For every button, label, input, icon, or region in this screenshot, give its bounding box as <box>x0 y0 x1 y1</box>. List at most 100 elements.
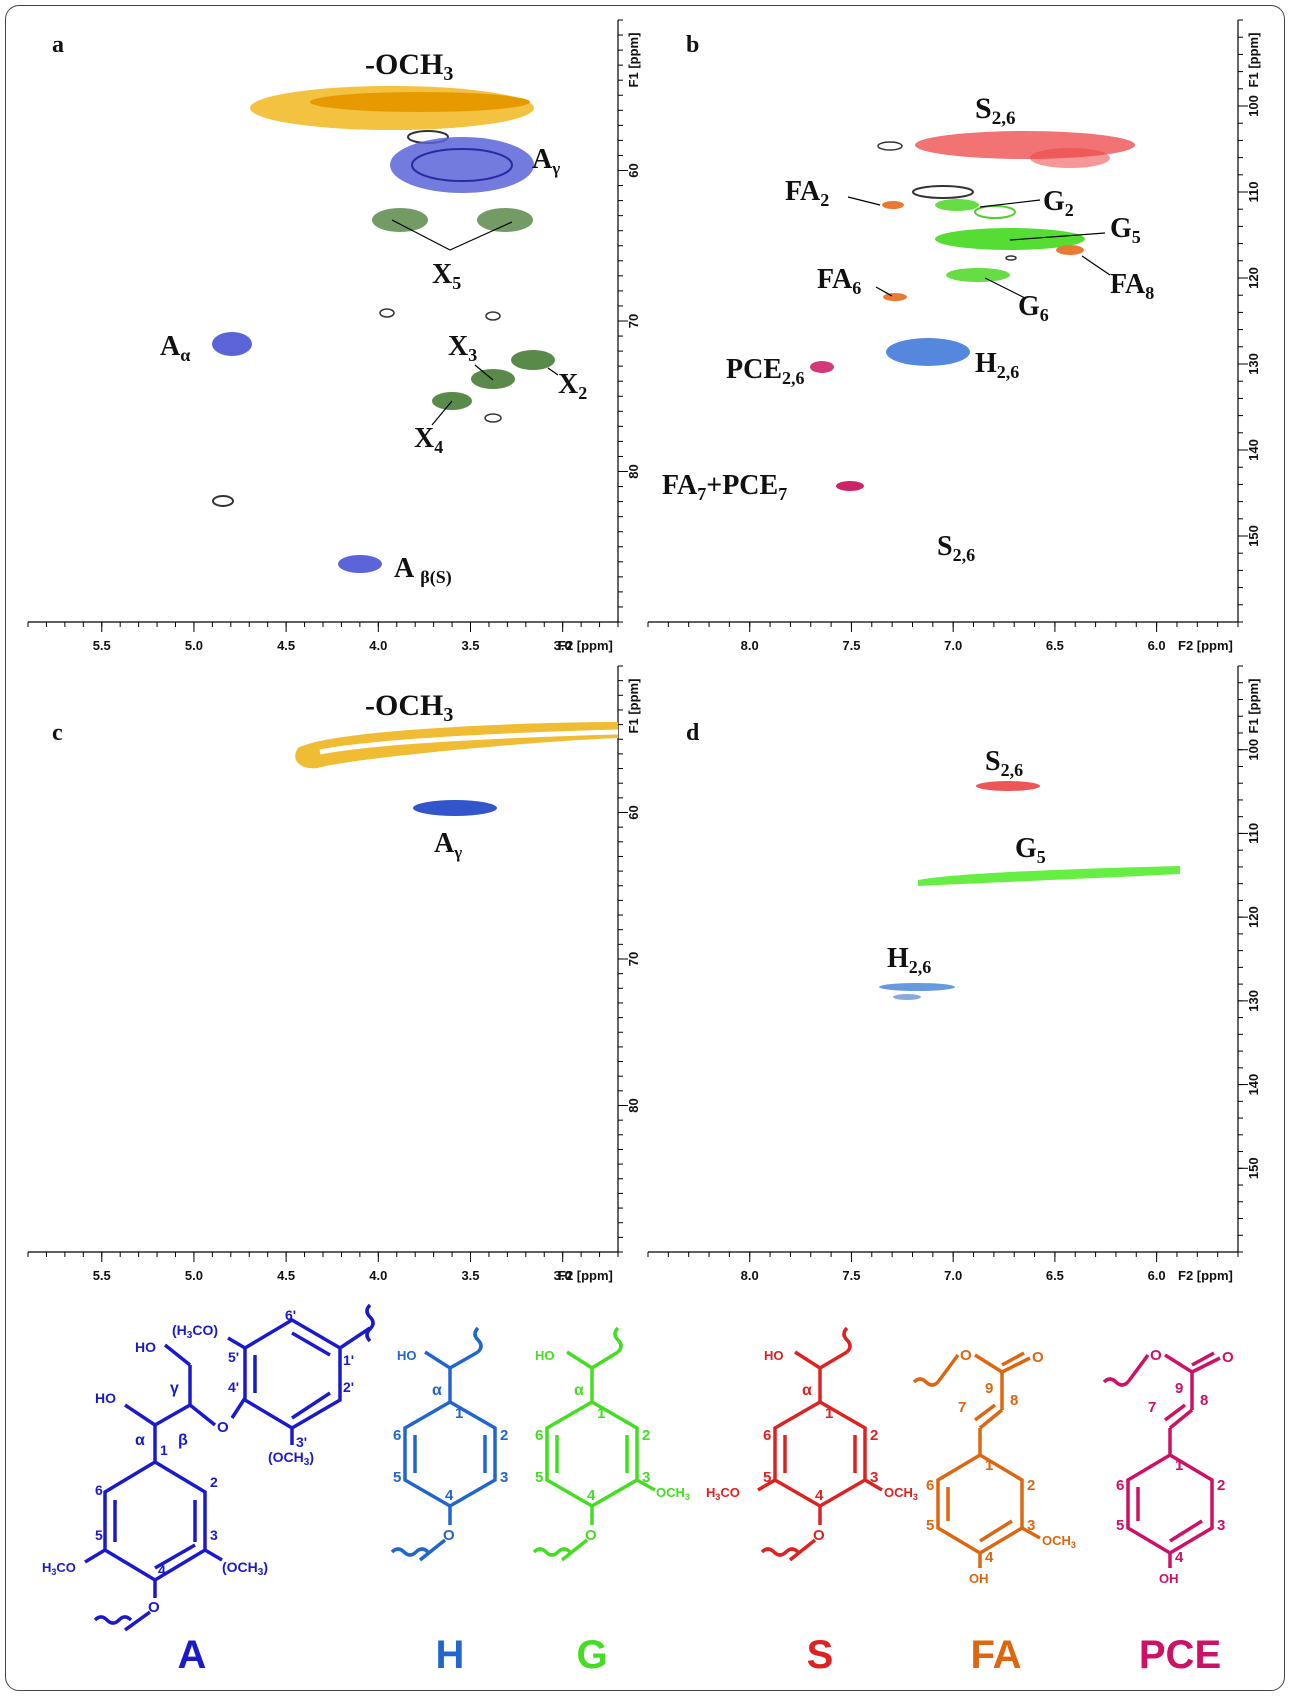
label-g2-b: G2 <box>1043 186 1074 220</box>
wavy-bond <box>390 1547 430 1557</box>
x-tick-label: 3.5 <box>461 1268 479 1283</box>
leader-x2 <box>547 367 559 376</box>
pce-8: 8 <box>1200 1392 1208 1409</box>
a-ho1: HO <box>135 1339 156 1355</box>
s-6: 6 <box>763 1427 771 1444</box>
a-h3co-top: (H3CO) <box>172 1322 218 1341</box>
bond <box>227 1336 246 1350</box>
a-6p: 6' <box>285 1307 296 1323</box>
bond <box>979 1519 1013 1543</box>
x-tick-label: 5.0 <box>185 1268 203 1283</box>
x-tick-label: 6.0 <box>1148 1268 1166 1283</box>
bond <box>154 1403 191 1427</box>
ticks-d: 8.0 7.5 7.0 6.5 6.0 F2 [ppm] 100 110 120 130 140 15… <box>647 665 1261 1283</box>
x-tick-label: 4.5 <box>277 638 295 653</box>
peak-fa6-b <box>883 293 907 301</box>
bond <box>449 1350 479 1370</box>
pce-6: 6 <box>1116 1477 1124 1494</box>
pce-1: 1 <box>1175 1457 1183 1474</box>
a-6: 6 <box>95 1482 103 1498</box>
peak-s26-d <box>976 781 1040 791</box>
panel-letter-c: c <box>52 720 63 746</box>
label-agamma-a: Aγ <box>532 144 560 178</box>
label-h26-b: H2,6 <box>975 348 1019 382</box>
peak-g2-b <box>935 199 979 211</box>
peak-agamma-a-ring <box>411 148 513 182</box>
ring-a2 <box>243 1317 342 1431</box>
g-och3: OCH3 <box>656 1485 690 1502</box>
s-ho: HO <box>764 1348 784 1363</box>
peak-g2-b2 <box>974 205 1016 219</box>
wavy-bond <box>760 1547 800 1557</box>
x-axis-label: F2 [ppm] <box>1178 1268 1233 1283</box>
y-tick-label: 70 <box>626 314 641 328</box>
a-2p: 2' <box>343 1379 354 1395</box>
y-tick-label: 80 <box>626 1098 641 1112</box>
h-o: O <box>443 1527 455 1544</box>
label-s26-b: S2,6 <box>975 92 1015 129</box>
a-3: 3 <box>210 1527 218 1543</box>
a-4: 4 <box>158 1562 166 1578</box>
panel-d: d 8.0 7.5 7.0 6.5 6.0 F2 [ppm] 100 110 120 130 140… <box>647 665 1261 1283</box>
bond <box>566 1350 593 1370</box>
y-axis-label: F1 [ppm] <box>626 679 641 734</box>
y-tick-label: 150 <box>1246 525 1261 547</box>
structure-s-labels: HO α 1 2 3 4 5 6 O OCH3 H3CO <box>706 1348 918 1544</box>
x-tick-label: 6.5 <box>1046 1268 1064 1283</box>
y-tick-label: 110 <box>1246 823 1261 844</box>
peak-minor-a4 <box>484 413 502 423</box>
bond <box>204 1548 223 1562</box>
y-tick-label: 70 <box>626 952 641 966</box>
x-tick-label: 7.0 <box>944 638 962 653</box>
ticks-c: 5.5 5.0 4.5 4.0 3.5 3.0F2 [ppm] 60 70 80 F1 [ppm] <box>27 665 641 1283</box>
y-tick-label: 110 <box>1246 182 1261 203</box>
h-1: 1 <box>455 1405 463 1422</box>
label-fa8-b: FA8 <box>1110 269 1154 303</box>
a-gamma: γ <box>170 1380 179 1397</box>
leader-g5 <box>1009 232 1106 241</box>
label-agamma-c: Aγ <box>434 828 462 862</box>
label-fa2-b: FA2 <box>785 176 829 210</box>
bond <box>291 1331 331 1357</box>
ticks-a: 5.5 5.0 4.5 4.0 3.5 3.0F2 [ppm] 60 70 80 F1 [ppm] <box>27 19 641 653</box>
bond <box>339 1326 371 1350</box>
peak-minor-a2 <box>379 308 395 318</box>
pce-7: 7 <box>1148 1399 1156 1416</box>
peak-minor-a3 <box>485 311 501 321</box>
y-axis-label: F1 [ppm] <box>1246 679 1261 734</box>
peak-fa8-b <box>1056 245 1084 255</box>
x-tick-label: 4.0 <box>369 638 387 653</box>
panel-letter-d: d <box>686 720 700 746</box>
x-axis-label: F2 [ppm] <box>1178 638 1233 653</box>
label-x2-a: X2 <box>558 369 587 403</box>
x-tick-label: 5.5 <box>93 1268 111 1283</box>
structure-a <box>84 1303 375 1632</box>
fa-8: 8 <box>1010 1392 1018 1409</box>
peak-h26-d <box>879 983 955 991</box>
a-1p: 1' <box>343 1352 354 1368</box>
panel-b: b 8.0 7.5 7.0 6.5 6.0 F2 [ppm] 100 110 120 130 140… <box>647 19 1261 653</box>
y-axis-label: F1 [ppm] <box>626 33 641 88</box>
wavy-bond <box>613 1326 623 1354</box>
a-o4: O <box>148 1599 160 1616</box>
x-tick-label: 6.0 <box>1148 638 1166 653</box>
x-tick-label: 8.0 <box>741 638 759 653</box>
g-4: 4 <box>587 1487 596 1504</box>
fa-4: 4 <box>985 1549 994 1566</box>
y-tick-label: 120 <box>1246 906 1261 928</box>
s-5: 5 <box>763 1469 771 1486</box>
x-tick-label: 3.5 <box>461 638 479 653</box>
peak-h26-d2 <box>893 994 921 1000</box>
a-4p: 4' <box>228 1379 239 1395</box>
x-tick-label: 3.0 <box>554 638 572 653</box>
label-pce26-b: PCE2,6 <box>726 354 805 388</box>
pce-5: 5 <box>1116 1517 1124 1534</box>
h-ho: HO <box>397 1348 417 1363</box>
y-axis-label: F1 [ppm] <box>1246 33 1261 88</box>
label-fa7-b: FA7+PCE7 <box>662 470 787 504</box>
leader-g2 <box>979 199 1041 208</box>
bond <box>424 1350 451 1370</box>
y-tick-label: 60 <box>626 805 641 819</box>
y-tick-label: 140 <box>1246 1074 1261 1096</box>
